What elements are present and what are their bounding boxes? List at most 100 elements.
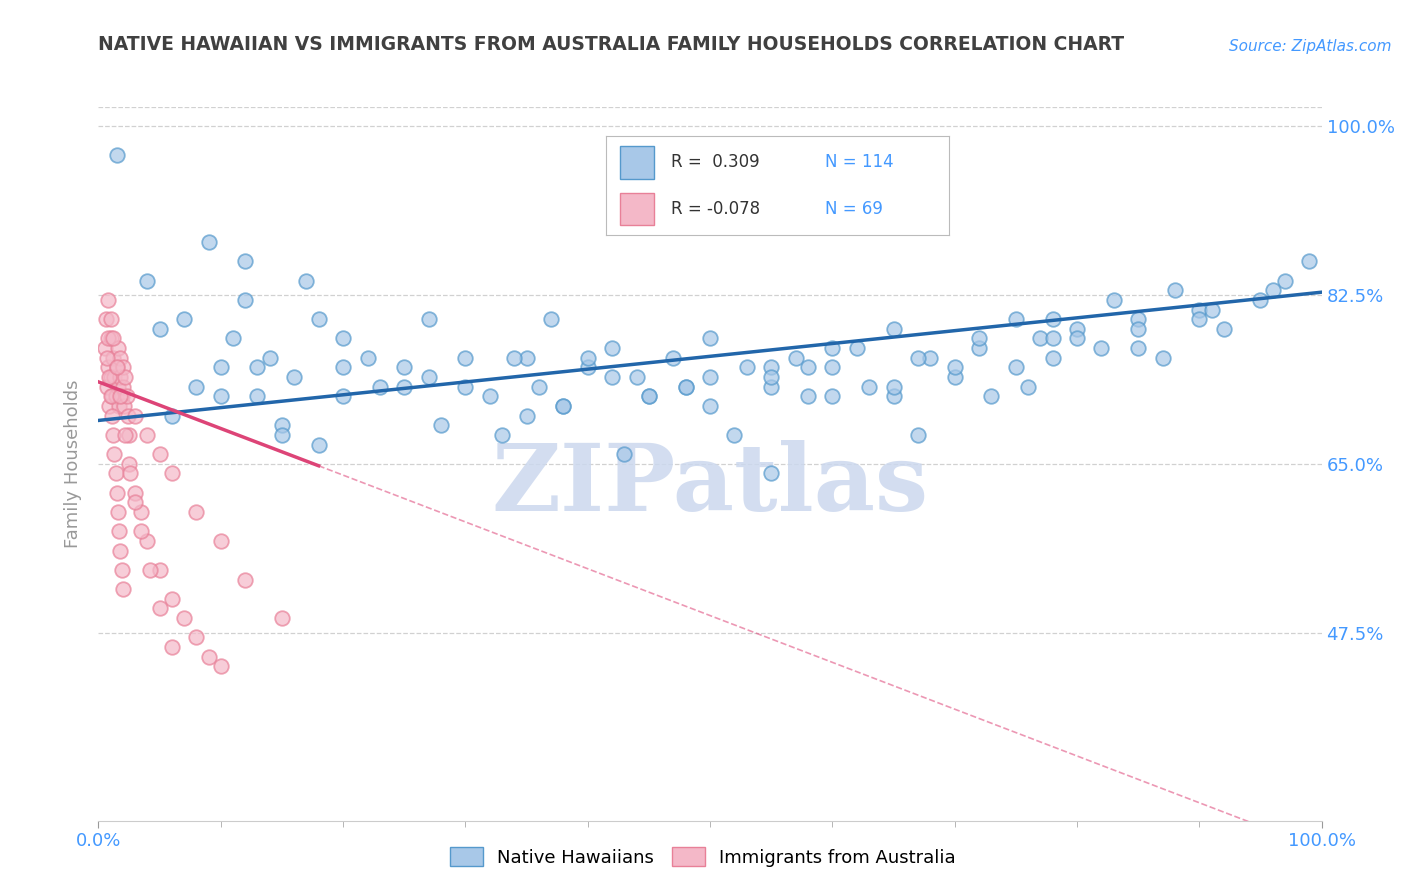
Point (110, 351, 132, 365)
Point (1188, 302, 1211, 317)
Point (503, 351, 526, 365)
Point (454, 380, 477, 394)
Point (723, 428, 745, 442)
Point (638, 389, 661, 403)
Point (111, 380, 134, 394)
Point (392, 360, 416, 375)
Point (491, 428, 513, 442)
Point (136, 428, 159, 442)
Point (308, 437, 330, 451)
Point (418, 370, 440, 384)
Text: NATIVE HAWAIIAN VS IMMIGRANTS FROM AUSTRALIA FAMILY HOUSEHOLDS CORRELATION CHART: NATIVE HAWAIIAN VS IMMIGRANTS FROM AUSTR… (98, 35, 1125, 54)
Point (967, 341, 990, 355)
Point (600, 341, 623, 355)
Point (222, 331, 245, 345)
Point (883, 389, 905, 403)
Point (149, 322, 172, 336)
Point (97, 331, 120, 345)
Point (600, 370, 623, 384)
Point (735, 360, 758, 375)
Point (943, 360, 966, 375)
Point (1042, 331, 1064, 345)
Point (1188, 312, 1211, 326)
Point (101, 428, 124, 442)
Point (332, 389, 354, 403)
Point (101, 409, 124, 423)
Point (100, 331, 122, 345)
Point (699, 331, 721, 345)
Point (129, 524, 152, 539)
Point (1128, 341, 1150, 355)
Point (160, 467, 183, 481)
Point (270, 418, 294, 433)
Point (662, 351, 685, 365)
Point (105, 360, 128, 375)
Point (943, 370, 966, 384)
Point (108, 524, 131, 539)
Point (626, 370, 648, 384)
Point (103, 370, 125, 384)
Point (515, 409, 537, 423)
Point (136, 533, 159, 548)
Point (173, 312, 195, 326)
Point (699, 370, 721, 384)
Point (186, 631, 208, 645)
Point (1164, 283, 1187, 297)
Point (1066, 322, 1088, 336)
Point (797, 389, 820, 403)
Point (98, 370, 121, 384)
Point (553, 399, 575, 413)
Point (96, 351, 118, 365)
Point (1249, 293, 1271, 307)
Point (149, 447, 172, 461)
Point (332, 331, 354, 345)
Point (515, 351, 537, 365)
Point (209, 533, 232, 548)
Point (295, 274, 318, 288)
Point (233, 254, 256, 268)
Point (173, 611, 195, 625)
Point (246, 360, 269, 375)
Point (638, 389, 661, 403)
Point (613, 447, 636, 461)
Point (761, 467, 783, 481)
Point (576, 351, 599, 365)
Point (883, 380, 905, 394)
Point (821, 389, 844, 403)
Point (96, 380, 118, 394)
Point (124, 409, 146, 423)
Point (209, 360, 232, 375)
Point (761, 370, 783, 384)
Point (105, 485, 128, 500)
Point (111, 389, 134, 403)
Point (114, 370, 136, 384)
Point (110, 389, 132, 403)
Point (107, 380, 129, 394)
Point (160, 640, 183, 654)
Point (101, 331, 124, 345)
Point (1042, 312, 1064, 326)
Point (107, 505, 129, 519)
Point (233, 573, 256, 587)
Point (104, 467, 127, 481)
Point (540, 312, 562, 326)
Point (1004, 360, 1026, 375)
Point (97, 293, 120, 307)
Point (454, 351, 477, 365)
Point (785, 351, 807, 365)
Point (1102, 293, 1125, 307)
Point (94, 312, 117, 326)
Point (1017, 380, 1039, 394)
Point (980, 389, 1002, 403)
Point (105, 360, 128, 375)
Point (967, 331, 990, 345)
Point (1298, 254, 1320, 268)
Point (98, 399, 121, 413)
Point (283, 370, 305, 384)
Point (115, 389, 138, 403)
Point (430, 418, 453, 433)
Point (100, 370, 122, 384)
Point (259, 351, 281, 365)
Point (136, 274, 159, 288)
Point (797, 360, 820, 375)
